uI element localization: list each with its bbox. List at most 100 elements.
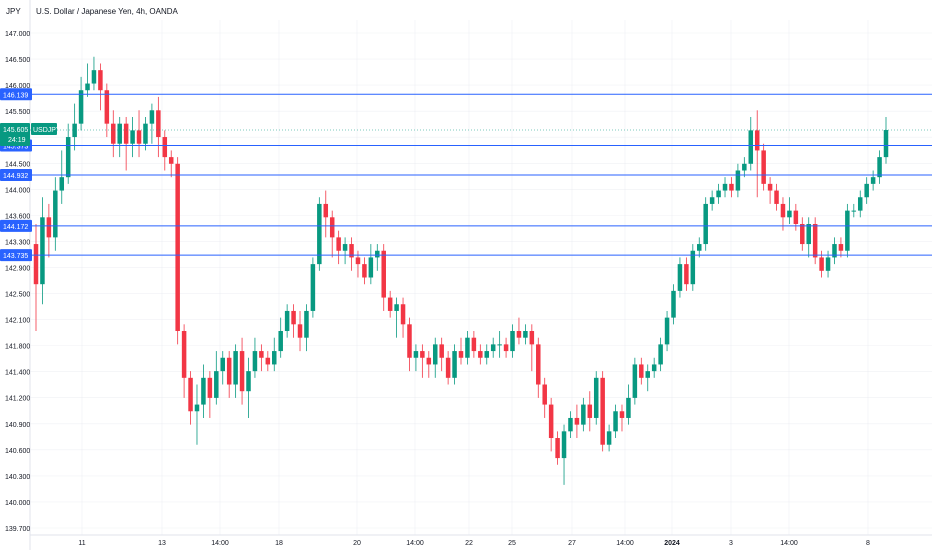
candle-body xyxy=(645,371,650,378)
candle-body xyxy=(806,223,811,245)
candle-body xyxy=(149,110,155,124)
candle-body xyxy=(291,310,296,325)
candle-body xyxy=(233,351,238,385)
candle-body xyxy=(194,404,200,412)
candle-body xyxy=(259,351,264,358)
candle xyxy=(201,364,206,418)
candle xyxy=(664,310,670,352)
y-axis: 147.000146.500146.000145.500145.000144.5… xyxy=(5,31,30,533)
candle-body xyxy=(420,351,425,358)
candle-body xyxy=(510,331,515,352)
candle xyxy=(375,244,380,271)
candle xyxy=(104,83,110,138)
candle-body xyxy=(722,183,728,191)
candle xyxy=(46,203,52,258)
candle xyxy=(812,217,818,265)
x-tick-label: 2024 xyxy=(664,540,680,547)
candle xyxy=(497,331,502,358)
candle-body xyxy=(883,130,889,158)
x-tick-label: 14:00 xyxy=(616,540,634,547)
currency-label: JPY xyxy=(6,7,21,16)
countdown-label: 24:19 xyxy=(8,137,26,144)
candle xyxy=(651,357,657,378)
candle-body xyxy=(484,351,490,358)
candle xyxy=(478,344,483,365)
candle xyxy=(445,351,451,385)
candle-body xyxy=(98,70,103,91)
candle-body xyxy=(812,223,818,258)
candle xyxy=(226,351,232,398)
y-tick-label: 142.900 xyxy=(5,265,30,272)
candle xyxy=(407,317,412,372)
x-tick-label: 11 xyxy=(78,540,85,547)
candle xyxy=(207,371,213,418)
candle-body xyxy=(46,217,52,238)
candle xyxy=(342,237,348,265)
candle xyxy=(40,197,45,305)
candle-body xyxy=(349,244,354,258)
candle-body xyxy=(838,244,844,251)
candle xyxy=(503,337,509,358)
candle-body xyxy=(548,404,554,439)
candle xyxy=(168,150,174,178)
candle-body xyxy=(188,377,193,412)
x-tick-label: 14:00 xyxy=(780,540,798,547)
candle-body xyxy=(156,110,161,138)
y-tick-label: 140.300 xyxy=(5,474,30,481)
candle-body xyxy=(72,123,77,138)
y-tick-label: 140.600 xyxy=(5,448,30,455)
candle-body xyxy=(342,244,348,251)
candle-body xyxy=(375,250,380,258)
candle-body xyxy=(516,331,522,338)
y-tick-label: 142.100 xyxy=(5,318,30,325)
candle-body xyxy=(677,264,683,291)
candle xyxy=(722,177,728,198)
candle-body xyxy=(542,384,547,405)
candle-body xyxy=(168,157,174,164)
candle xyxy=(581,397,586,432)
candle xyxy=(465,331,470,365)
candle xyxy=(98,63,103,111)
candle-body xyxy=(703,203,708,245)
candle xyxy=(284,304,290,338)
candle xyxy=(735,163,741,198)
candle xyxy=(265,351,271,372)
candle xyxy=(806,217,811,258)
x-tick-label: 22 xyxy=(465,540,473,547)
level-label: 143.735 xyxy=(3,253,28,260)
candle-body xyxy=(284,310,290,332)
candle-body xyxy=(536,344,541,385)
candles xyxy=(33,56,889,485)
candle-body xyxy=(458,351,464,358)
candle-body xyxy=(497,344,502,346)
candle xyxy=(400,297,406,338)
candle xyxy=(677,257,683,298)
candle xyxy=(523,324,528,345)
candle-body xyxy=(478,351,483,358)
candle-body xyxy=(503,344,509,352)
candle xyxy=(600,371,605,452)
candle xyxy=(626,384,631,425)
candle-body xyxy=(742,163,747,171)
candle-body xyxy=(111,123,116,144)
candle xyxy=(432,337,438,378)
candle xyxy=(555,431,560,465)
candle-body xyxy=(368,257,374,278)
level-label-bg xyxy=(0,88,32,101)
candle xyxy=(857,190,863,218)
candle-body xyxy=(355,257,361,265)
candle-body xyxy=(787,210,792,218)
candle-body xyxy=(490,344,496,352)
candle-body xyxy=(825,257,831,271)
candle-body xyxy=(297,324,303,338)
candle xyxy=(529,324,535,372)
candle xyxy=(33,223,39,332)
candle-body xyxy=(136,130,142,144)
candle xyxy=(516,317,522,345)
candle xyxy=(458,337,464,365)
candle-body xyxy=(104,90,110,124)
candle-body xyxy=(819,257,824,271)
candle-body xyxy=(239,351,245,392)
candle xyxy=(78,76,84,131)
